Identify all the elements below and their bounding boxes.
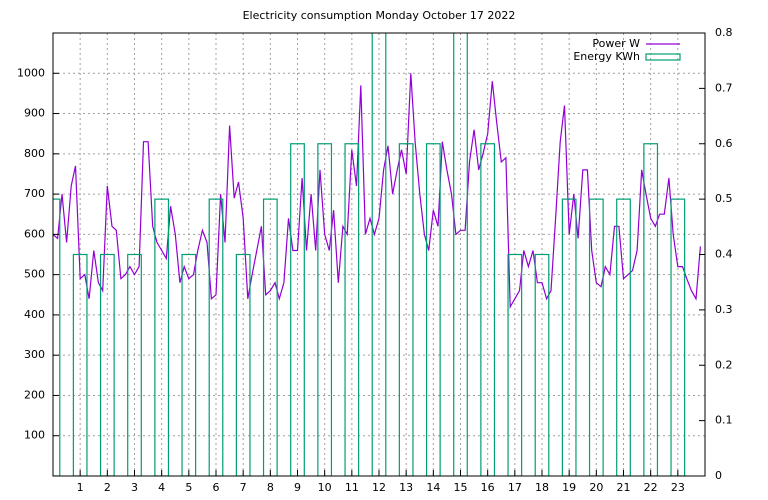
y2-tick-label: 0.5	[715, 192, 733, 205]
x-tick-label: 2	[104, 481, 111, 494]
y-tick-label: 500	[24, 268, 45, 281]
x-tick-label: 14	[426, 481, 440, 494]
legend-label: Power W	[592, 37, 640, 50]
energy-box	[670, 198, 686, 476]
y-tick-label: 900	[24, 107, 45, 120]
x-tick-label: 12	[372, 481, 386, 494]
x-tick-label: 13	[399, 481, 413, 494]
energy-box	[154, 198, 170, 476]
energy-box	[616, 198, 631, 476]
energy-box	[317, 143, 333, 476]
x-tick-label: 18	[535, 481, 549, 494]
y2-tick-label: 0.6	[715, 137, 733, 150]
y-tick-label: 1000	[17, 66, 45, 79]
grid	[53, 33, 705, 476]
y2-tick-label: 0.8	[715, 26, 733, 39]
energy-box	[534, 253, 550, 476]
energy-box	[208, 198, 224, 476]
x-tick-label: 22	[644, 481, 658, 494]
axes: 1 2 3 4 5 6 7 8 9 10 11 12 13 14 15 16 17 18 19 20 21 22 23100…	[17, 26, 733, 494]
energy-box	[181, 253, 197, 476]
energy-box	[643, 143, 659, 476]
y-tick-label: 700	[24, 187, 45, 200]
energy-box	[507, 253, 523, 476]
x-tick-label: 15	[454, 481, 468, 494]
energy-box	[480, 143, 496, 476]
legend-swatch	[645, 53, 681, 61]
energy-box	[99, 253, 115, 476]
y2-tick-label: 0.1	[715, 414, 733, 427]
x-tick-label: 17	[508, 481, 522, 494]
y2-tick-label: 0.4	[715, 248, 733, 261]
y-tick-label: 100	[24, 429, 45, 442]
x-tick-label: 9	[294, 481, 301, 494]
energy-box	[290, 143, 305, 476]
energy-box	[72, 253, 88, 476]
power-line	[53, 73, 701, 310]
y2-tick-label: 0	[715, 469, 722, 482]
x-tick-label: 6	[213, 481, 220, 494]
y2-tick-label: 0.3	[715, 303, 733, 316]
x-tick-label: 11	[345, 481, 359, 494]
x-tick-label: 7	[240, 481, 247, 494]
y-tick-label: 400	[24, 308, 45, 321]
energy-box	[561, 198, 577, 476]
x-tick-label: 5	[185, 481, 192, 494]
energy-box	[344, 143, 360, 476]
x-tick-label: 10	[318, 481, 332, 494]
x-tick-label: 23	[671, 481, 685, 494]
y-tick-label: 200	[24, 388, 45, 401]
chart-title: Electricity consumption Monday October 1…	[243, 9, 516, 22]
y-tick-label: 600	[24, 227, 45, 240]
x-tick-label: 21	[617, 481, 631, 494]
energy-box	[235, 253, 251, 476]
x-tick-label: 20	[589, 481, 603, 494]
x-tick-label: 16	[481, 481, 495, 494]
x-tick-label: 3	[131, 481, 138, 494]
x-tick-label: 4	[158, 481, 165, 494]
x-tick-label: 19	[562, 481, 576, 494]
legend-label: Energy KWh	[573, 50, 640, 63]
plot-area	[53, 33, 701, 476]
energy-box	[398, 143, 414, 476]
y2-tick-label: 0.2	[715, 358, 733, 371]
energy-box	[425, 143, 441, 476]
energy-box	[588, 198, 604, 476]
energy-box	[453, 33, 468, 476]
y-tick-label: 800	[24, 147, 45, 160]
energy-box	[53, 198, 61, 476]
x-tick-label: 8	[267, 481, 274, 494]
energy-box	[371, 33, 387, 476]
x-tick-label: 1	[77, 481, 84, 494]
energy-box	[127, 253, 142, 476]
y2-tick-label: 0.7	[715, 81, 733, 94]
y-tick-label: 300	[24, 348, 45, 361]
energy-box	[262, 198, 278, 476]
